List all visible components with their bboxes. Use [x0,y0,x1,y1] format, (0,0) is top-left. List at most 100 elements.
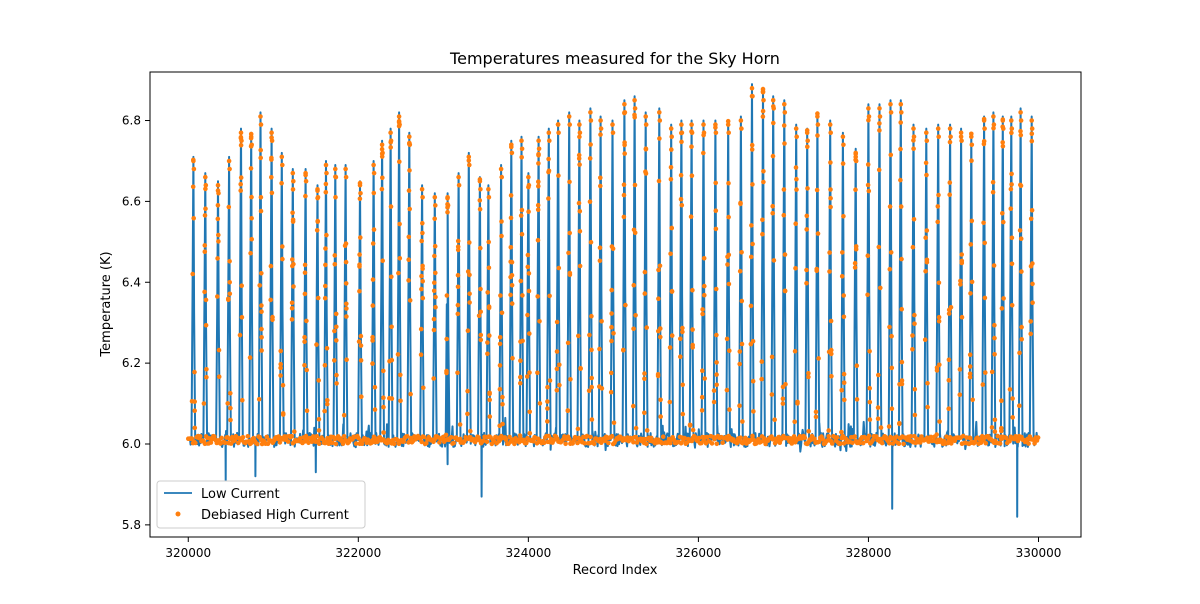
data-point [969,158,974,163]
data-point [725,122,731,127]
data-point [656,267,661,273]
data-point [852,434,858,439]
data-point [1029,126,1035,131]
data-point [770,153,776,159]
data-point [983,434,988,440]
data-point [197,434,203,439]
data-point [191,166,197,172]
data-point [230,434,235,440]
data-point [202,441,208,447]
data-point [445,203,451,208]
data-point [948,134,953,139]
data-point [1008,206,1014,211]
data-point [867,349,872,354]
data-point [407,168,412,173]
data-point [519,231,525,237]
data-point [782,252,788,257]
data-point [713,208,719,213]
data-point [805,144,810,150]
data-point [280,256,285,262]
data-point [1035,435,1041,440]
data-point [280,383,286,388]
data-point [957,392,963,398]
data-point [713,122,718,127]
data-point [967,374,973,380]
data-point [689,122,694,127]
data-point [445,195,450,200]
data-point [589,313,594,319]
data-point [575,426,581,432]
data-point [621,182,627,187]
data-point [1028,216,1034,222]
data-point [699,394,705,400]
data-point [407,134,412,139]
data-point [999,425,1004,431]
data-point [738,118,744,123]
data-point [536,153,541,158]
data-point [388,145,394,150]
data-point [204,367,209,372]
data-point [724,336,730,342]
data-point [215,182,221,188]
data-point [608,389,614,395]
data-point [189,436,195,442]
data-point [478,332,484,338]
data-point [245,434,251,439]
data-point [527,331,532,336]
data-point [739,298,745,304]
data-point [897,382,902,387]
data-point [771,120,776,126]
data-point [508,245,514,250]
data-point [381,395,386,401]
data-point [226,158,232,164]
data-point [1010,415,1015,420]
data-point [303,178,309,184]
data-point [947,192,952,197]
data-point [839,387,844,393]
data-point [853,187,858,192]
data-point [215,203,221,208]
data-point [391,441,397,447]
data-point [226,204,232,210]
data-point [631,439,636,445]
data-point [759,359,765,364]
data-point [302,363,307,368]
data-point [968,291,973,296]
data-point [658,397,663,403]
data-point [279,154,285,160]
data-point [689,173,695,178]
data-point [700,368,705,374]
data-point [709,441,715,446]
data-point [216,374,222,380]
data-point [701,150,706,156]
data-point [924,138,930,143]
data-point [419,187,425,192]
data-point [556,173,561,178]
data-point [379,154,385,159]
data-point [379,142,385,148]
data-point [381,430,386,435]
data-point [397,221,402,227]
data-point [782,110,788,115]
data-point [958,278,963,284]
data-point [760,114,766,119]
data-point [278,373,283,378]
data-point [577,122,582,127]
data-point [924,172,929,178]
data-point [840,250,845,255]
data-point [750,433,755,439]
data-point [1030,300,1035,306]
data-point [958,130,964,135]
data-point [631,227,637,233]
data-point [484,439,490,445]
data-point [277,440,283,445]
data-point [936,318,942,324]
data-point [989,369,995,375]
data-point [739,341,745,347]
data-point [419,238,425,244]
data-point [507,434,512,440]
data-point [867,417,873,422]
data-point [644,441,649,447]
data-point [999,398,1004,404]
